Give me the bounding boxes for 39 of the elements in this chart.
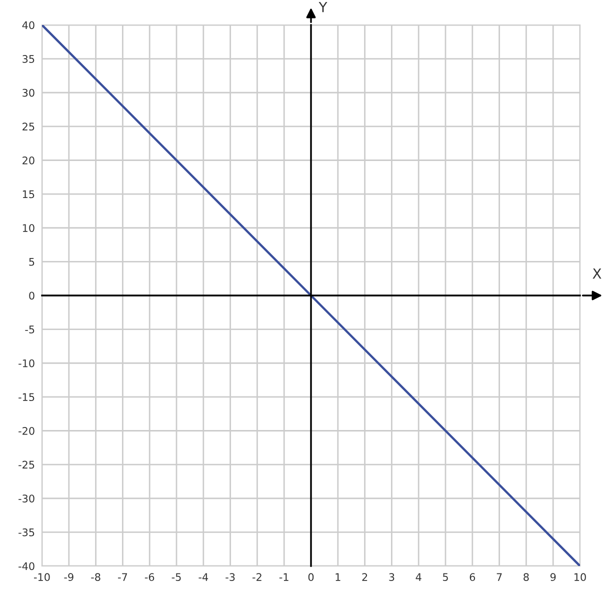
y-tick-label: 30 xyxy=(22,88,34,97)
x-tick-label: 9 xyxy=(550,573,556,582)
x-tick-label: 6 xyxy=(470,573,476,582)
x-tick-label: -8 xyxy=(91,573,100,582)
x-tick-label: -9 xyxy=(64,573,74,582)
x-tick-label: 5 xyxy=(442,573,448,582)
y-tick-label: -40 xyxy=(18,562,34,570)
x-tick-label: 7 xyxy=(496,573,502,581)
x-tick-label: -4 xyxy=(198,573,208,581)
y-tick-label: 0 xyxy=(29,292,34,300)
y-tick-label: 40 xyxy=(22,21,34,30)
x-tick-label: -7 xyxy=(118,573,128,581)
y-tick-label: -5 xyxy=(25,326,34,334)
x-tick-label: 4 xyxy=(416,573,422,581)
x-axis-title: X xyxy=(592,268,602,279)
y-tick-label: -20 xyxy=(18,426,34,435)
y-tick-label: 5 xyxy=(29,258,34,266)
x-tick-label: -3 xyxy=(226,573,235,582)
y-tick-label: -10 xyxy=(18,359,34,368)
x-tick-label: -1 xyxy=(279,573,288,581)
y-tick-label: 35 xyxy=(22,55,34,63)
x-tick-label: 2 xyxy=(362,573,368,581)
x-tick-label: -2 xyxy=(252,573,262,581)
y-tick-label: 15 xyxy=(22,190,34,198)
x-tick-label: 10 xyxy=(574,573,586,582)
y-axis-title: Y xyxy=(318,2,328,12)
x-tick-label: 0 xyxy=(308,573,314,582)
y-tick-label: -30 xyxy=(18,494,34,502)
y-tick-label: 25 xyxy=(22,122,34,131)
x-tick-label: 8 xyxy=(524,573,529,582)
y-tick-label: -15 xyxy=(18,393,34,402)
y-tick-label: 10 xyxy=(22,224,34,232)
y-tick-label: 20 xyxy=(22,156,34,164)
x-tick-label: -5 xyxy=(172,573,181,582)
x-tick-label: 3 xyxy=(389,573,394,582)
y-tick-label: -35 xyxy=(18,528,34,536)
x-tick-label: -6 xyxy=(144,573,154,582)
x-tick-label: 1 xyxy=(336,573,340,581)
y-tick-label: -25 xyxy=(18,460,34,469)
